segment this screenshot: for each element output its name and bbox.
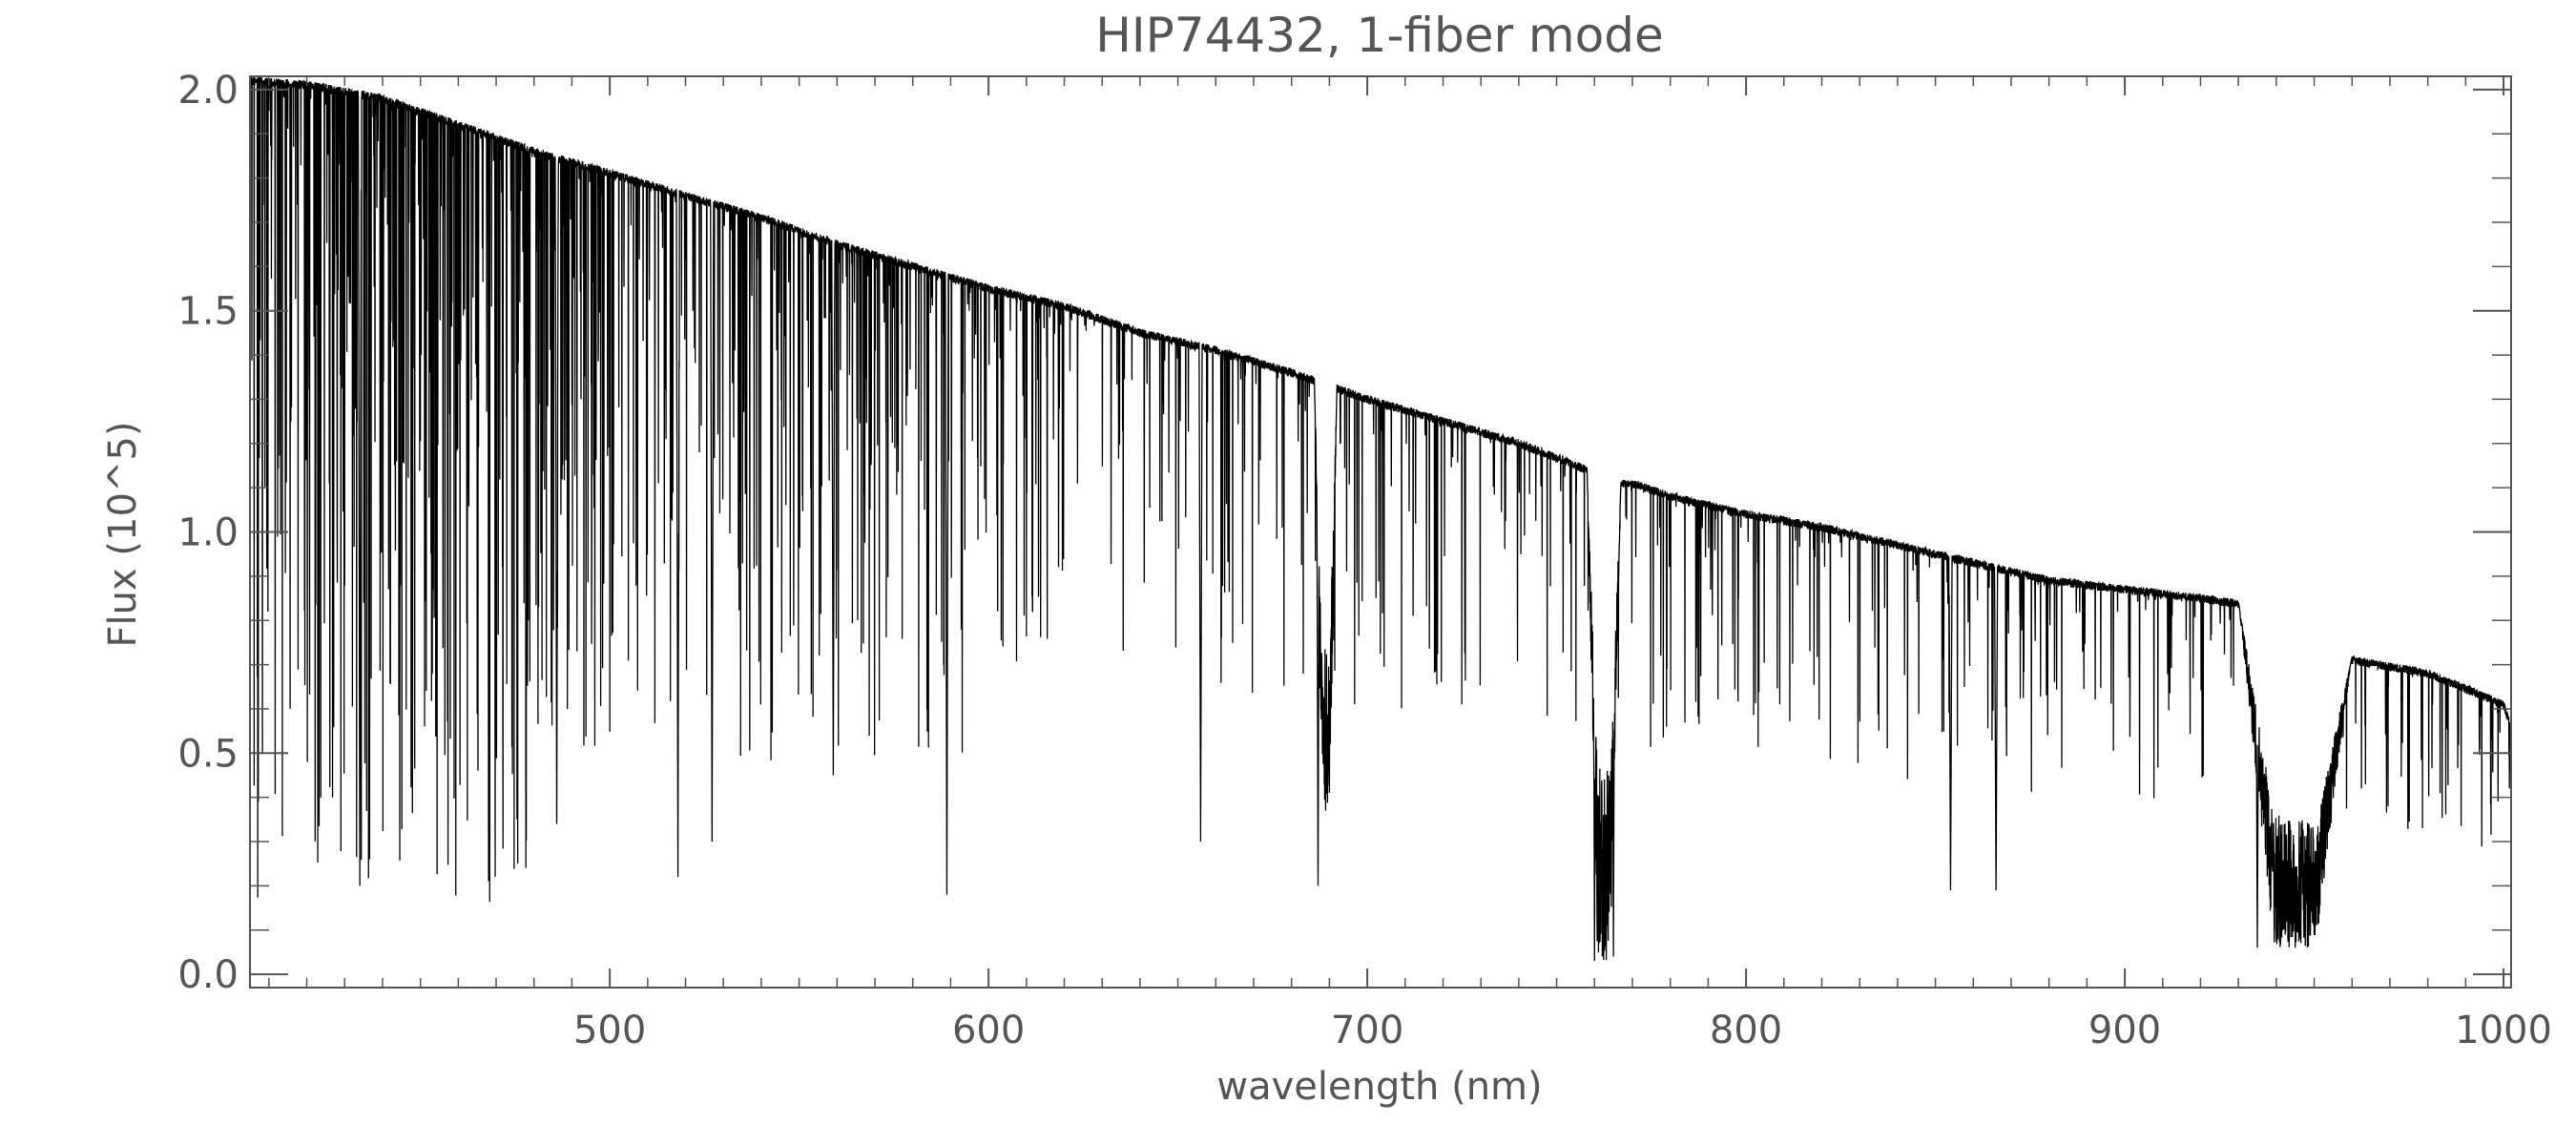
y-tick-label: 0.5 [177, 732, 239, 776]
y-tick-label: 2.0 [177, 69, 239, 113]
x-axis-ticks: 500 600 700 800 900 1000 [268, 76, 2552, 1052]
x-tick-label: 800 [1710, 1009, 1782, 1052]
y-axis-ticks: 0.0 0.5 1.0 1.5 2.0 [177, 69, 2511, 997]
chart-title: HIP74432, 1-fiber mode [1095, 8, 1663, 63]
x-tick-label: 700 [1331, 1009, 1403, 1052]
x-tick-label: 1000 [2455, 1009, 2552, 1052]
y-tick-label: 1.5 [177, 290, 239, 334]
y-tick-label: 1.0 [177, 511, 239, 555]
y-axis-label: Flux (10^5) [101, 422, 145, 648]
x-tick-label: 500 [573, 1009, 646, 1052]
x-tick-label: 600 [952, 1009, 1025, 1052]
plot-area [249, 75, 2512, 962]
x-tick-label: 900 [2088, 1009, 2161, 1052]
spectrum-line [249, 75, 2512, 962]
y-tick-label: 0.0 [177, 953, 239, 997]
x-axis-label: wavelength (nm) [1216, 1065, 1542, 1109]
